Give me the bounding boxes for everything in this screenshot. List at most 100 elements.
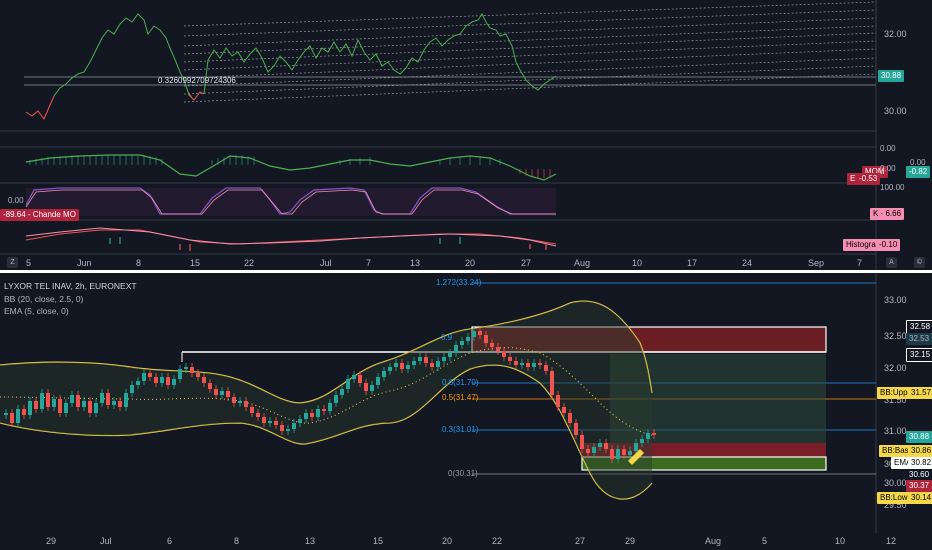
symbol-title: LYXOR TEL INAV, 2h, EURONEXT xyxy=(4,281,137,291)
bot-date-4: 13 xyxy=(305,536,316,546)
candle-body xyxy=(154,377,158,383)
resistance-box xyxy=(471,326,827,353)
mom-zero-right: 0.00 xyxy=(910,158,926,167)
candle-body xyxy=(244,401,248,407)
mom-neg-value: -0.53 xyxy=(856,173,881,185)
tag-3088: 30.88 xyxy=(906,431,932,443)
mom-zero: 0.00 xyxy=(880,164,896,173)
candle-body xyxy=(544,365,548,371)
auto-scale-button[interactable]: A xyxy=(886,257,897,268)
candle-body xyxy=(196,373,200,377)
candle-body xyxy=(484,335,488,343)
candle-body xyxy=(550,371,554,395)
candle-body xyxy=(76,395,80,407)
tag-bblower-label: BB:Lower xyxy=(877,492,918,504)
candle-body xyxy=(652,433,656,435)
bot-date-8: 27 xyxy=(575,536,586,546)
candle-body xyxy=(640,439,644,443)
price-2950: 29.50 xyxy=(884,500,907,510)
candle-body xyxy=(424,357,428,363)
candle-body xyxy=(286,429,290,431)
candle-body xyxy=(568,413,572,423)
candle-body xyxy=(298,419,302,423)
candle-body xyxy=(268,421,272,423)
candle-body xyxy=(46,393,50,407)
candle-body xyxy=(202,377,206,383)
candle-body xyxy=(520,363,524,365)
candle-body xyxy=(304,413,308,419)
bottom-chart[interactable]: LYXOR TEL INAV, 2h, EURONEXT BB (20, clo… xyxy=(0,273,932,550)
candle-body xyxy=(460,341,464,345)
chande-label: -89.64 - Chande MO xyxy=(0,209,79,221)
bb-legend: BB (20, close, 2.5, 0) xyxy=(4,294,84,304)
bot-date-12: 10 xyxy=(835,536,846,546)
tag-3253: 32.53 xyxy=(906,333,932,345)
bot-date-11: 5 xyxy=(762,536,768,546)
candle-body xyxy=(22,409,26,415)
candle-body xyxy=(496,347,500,351)
candle-body xyxy=(28,401,32,415)
candle-body xyxy=(124,393,128,407)
candle-body xyxy=(628,451,632,455)
candle-body xyxy=(502,351,506,357)
candle-body xyxy=(190,367,194,373)
zoom-button[interactable]: Z xyxy=(7,257,18,268)
candle-body xyxy=(148,373,152,377)
candle-body xyxy=(334,395,338,403)
candle-body xyxy=(508,357,512,361)
tag-bbbasis-value: 30.86 xyxy=(908,445,932,457)
top-chart-canvas xyxy=(0,0,877,270)
top-date-12: 17 xyxy=(687,258,698,268)
candle-body xyxy=(466,337,470,341)
last-price-tag: 30.88 xyxy=(878,70,905,82)
tag-3258: 32.58 xyxy=(906,320,932,334)
top-date-1: Jun xyxy=(77,258,92,268)
candle-body xyxy=(358,375,362,383)
candle-body xyxy=(340,389,344,395)
top-date-11: 10 xyxy=(632,258,643,268)
candle-body xyxy=(160,377,164,383)
fib-ratio-label: 0.3260992709724306 xyxy=(158,76,236,85)
candle-body xyxy=(220,391,224,395)
candle-body xyxy=(58,399,62,413)
candle-body xyxy=(70,395,74,403)
tag-3037: 30.37 xyxy=(906,480,932,492)
price-3000: 30.00 xyxy=(884,478,907,488)
log-scale-button[interactable]: © xyxy=(914,257,925,268)
channel-lines xyxy=(183,1,877,103)
candle-body xyxy=(232,397,236,403)
candle-body xyxy=(406,365,410,369)
pencil-marker xyxy=(628,449,644,465)
top-chart[interactable]: 32.00 30.00 30.88 0.3260992709724306 MOM… xyxy=(0,0,932,270)
bot-date-6: 20 xyxy=(442,536,453,546)
candle-body xyxy=(592,447,596,453)
candle-body xyxy=(472,331,476,337)
candle-body xyxy=(328,403,332,411)
candle-body xyxy=(166,377,170,385)
candle-body xyxy=(610,449,614,459)
candle-body xyxy=(4,413,8,415)
candle-body xyxy=(292,423,296,429)
candle-body xyxy=(388,367,392,371)
top-date-15: 7 xyxy=(857,258,863,268)
tag-bbbasis-label: BB:Basis xyxy=(879,445,918,457)
candle-body xyxy=(604,443,608,449)
candle-body xyxy=(574,423,578,435)
bot-date-2: 6 xyxy=(167,536,173,546)
bot-date-10: Aug xyxy=(705,536,722,546)
histogram-value: -0.10 xyxy=(876,239,901,251)
price-3100: 31.00 xyxy=(884,426,907,436)
candle-body xyxy=(622,449,626,455)
support-box xyxy=(581,456,827,471)
top-date-6: 7 xyxy=(366,258,372,268)
candle-body xyxy=(184,367,188,369)
fib-09: 0.9 xyxy=(441,333,453,342)
chande-k-tag: K · 6.66 xyxy=(870,208,905,220)
candle-body xyxy=(100,393,104,403)
bot-date-7: 22 xyxy=(492,536,503,546)
tag-ema-value: 30.82 xyxy=(908,457,932,469)
fib-03: 0.3(31.01) xyxy=(442,425,479,434)
candle-body xyxy=(112,401,116,405)
candle-body xyxy=(238,401,242,403)
candle-body xyxy=(490,343,494,347)
